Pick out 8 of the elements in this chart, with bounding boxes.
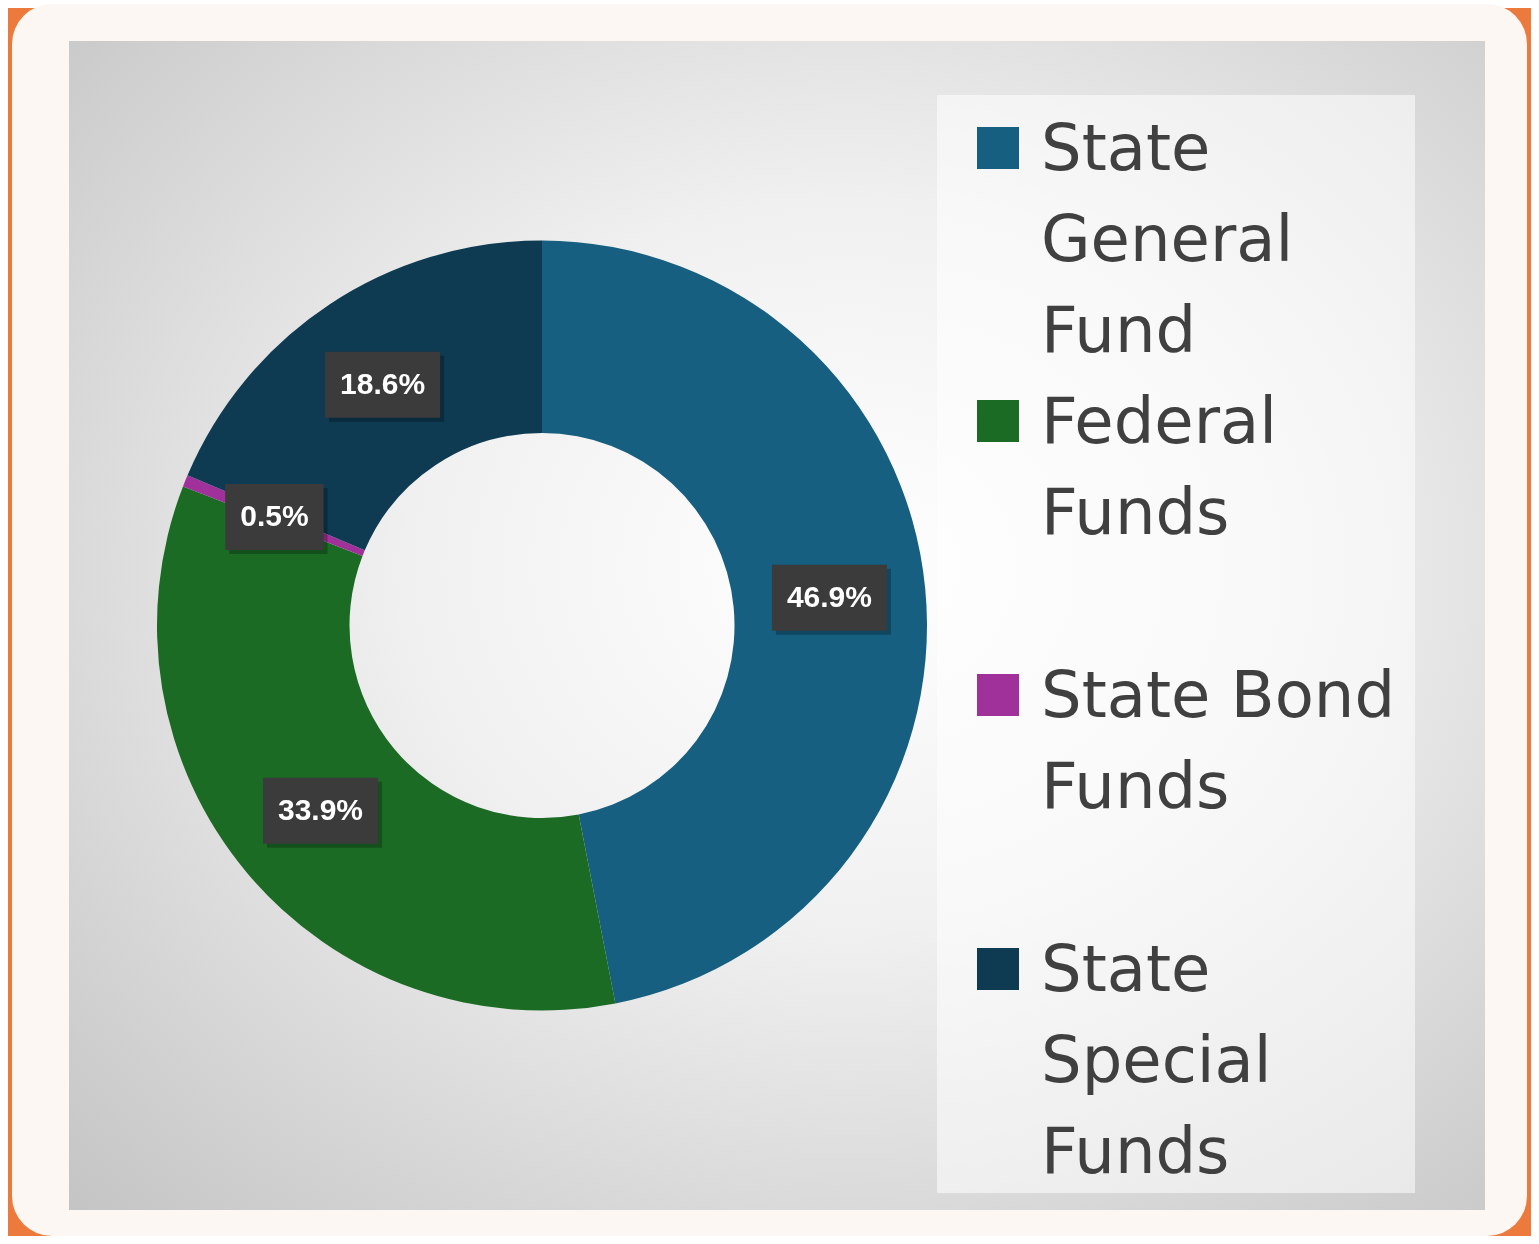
- legend-label: State General Fund: [1041, 110, 1295, 369]
- legend-label: Federal Funds: [1041, 383, 1278, 551]
- legend-label: State Bond Funds: [1041, 657, 1395, 825]
- data-label: 33.9%: [277, 793, 364, 827]
- data-label: 18.6%: [340, 367, 426, 401]
- legend-label: State Special Funds: [1041, 931, 1273, 1190]
- data-label: 46.9%: [786, 580, 872, 614]
- data-label: 0.5%: [240, 499, 309, 533]
